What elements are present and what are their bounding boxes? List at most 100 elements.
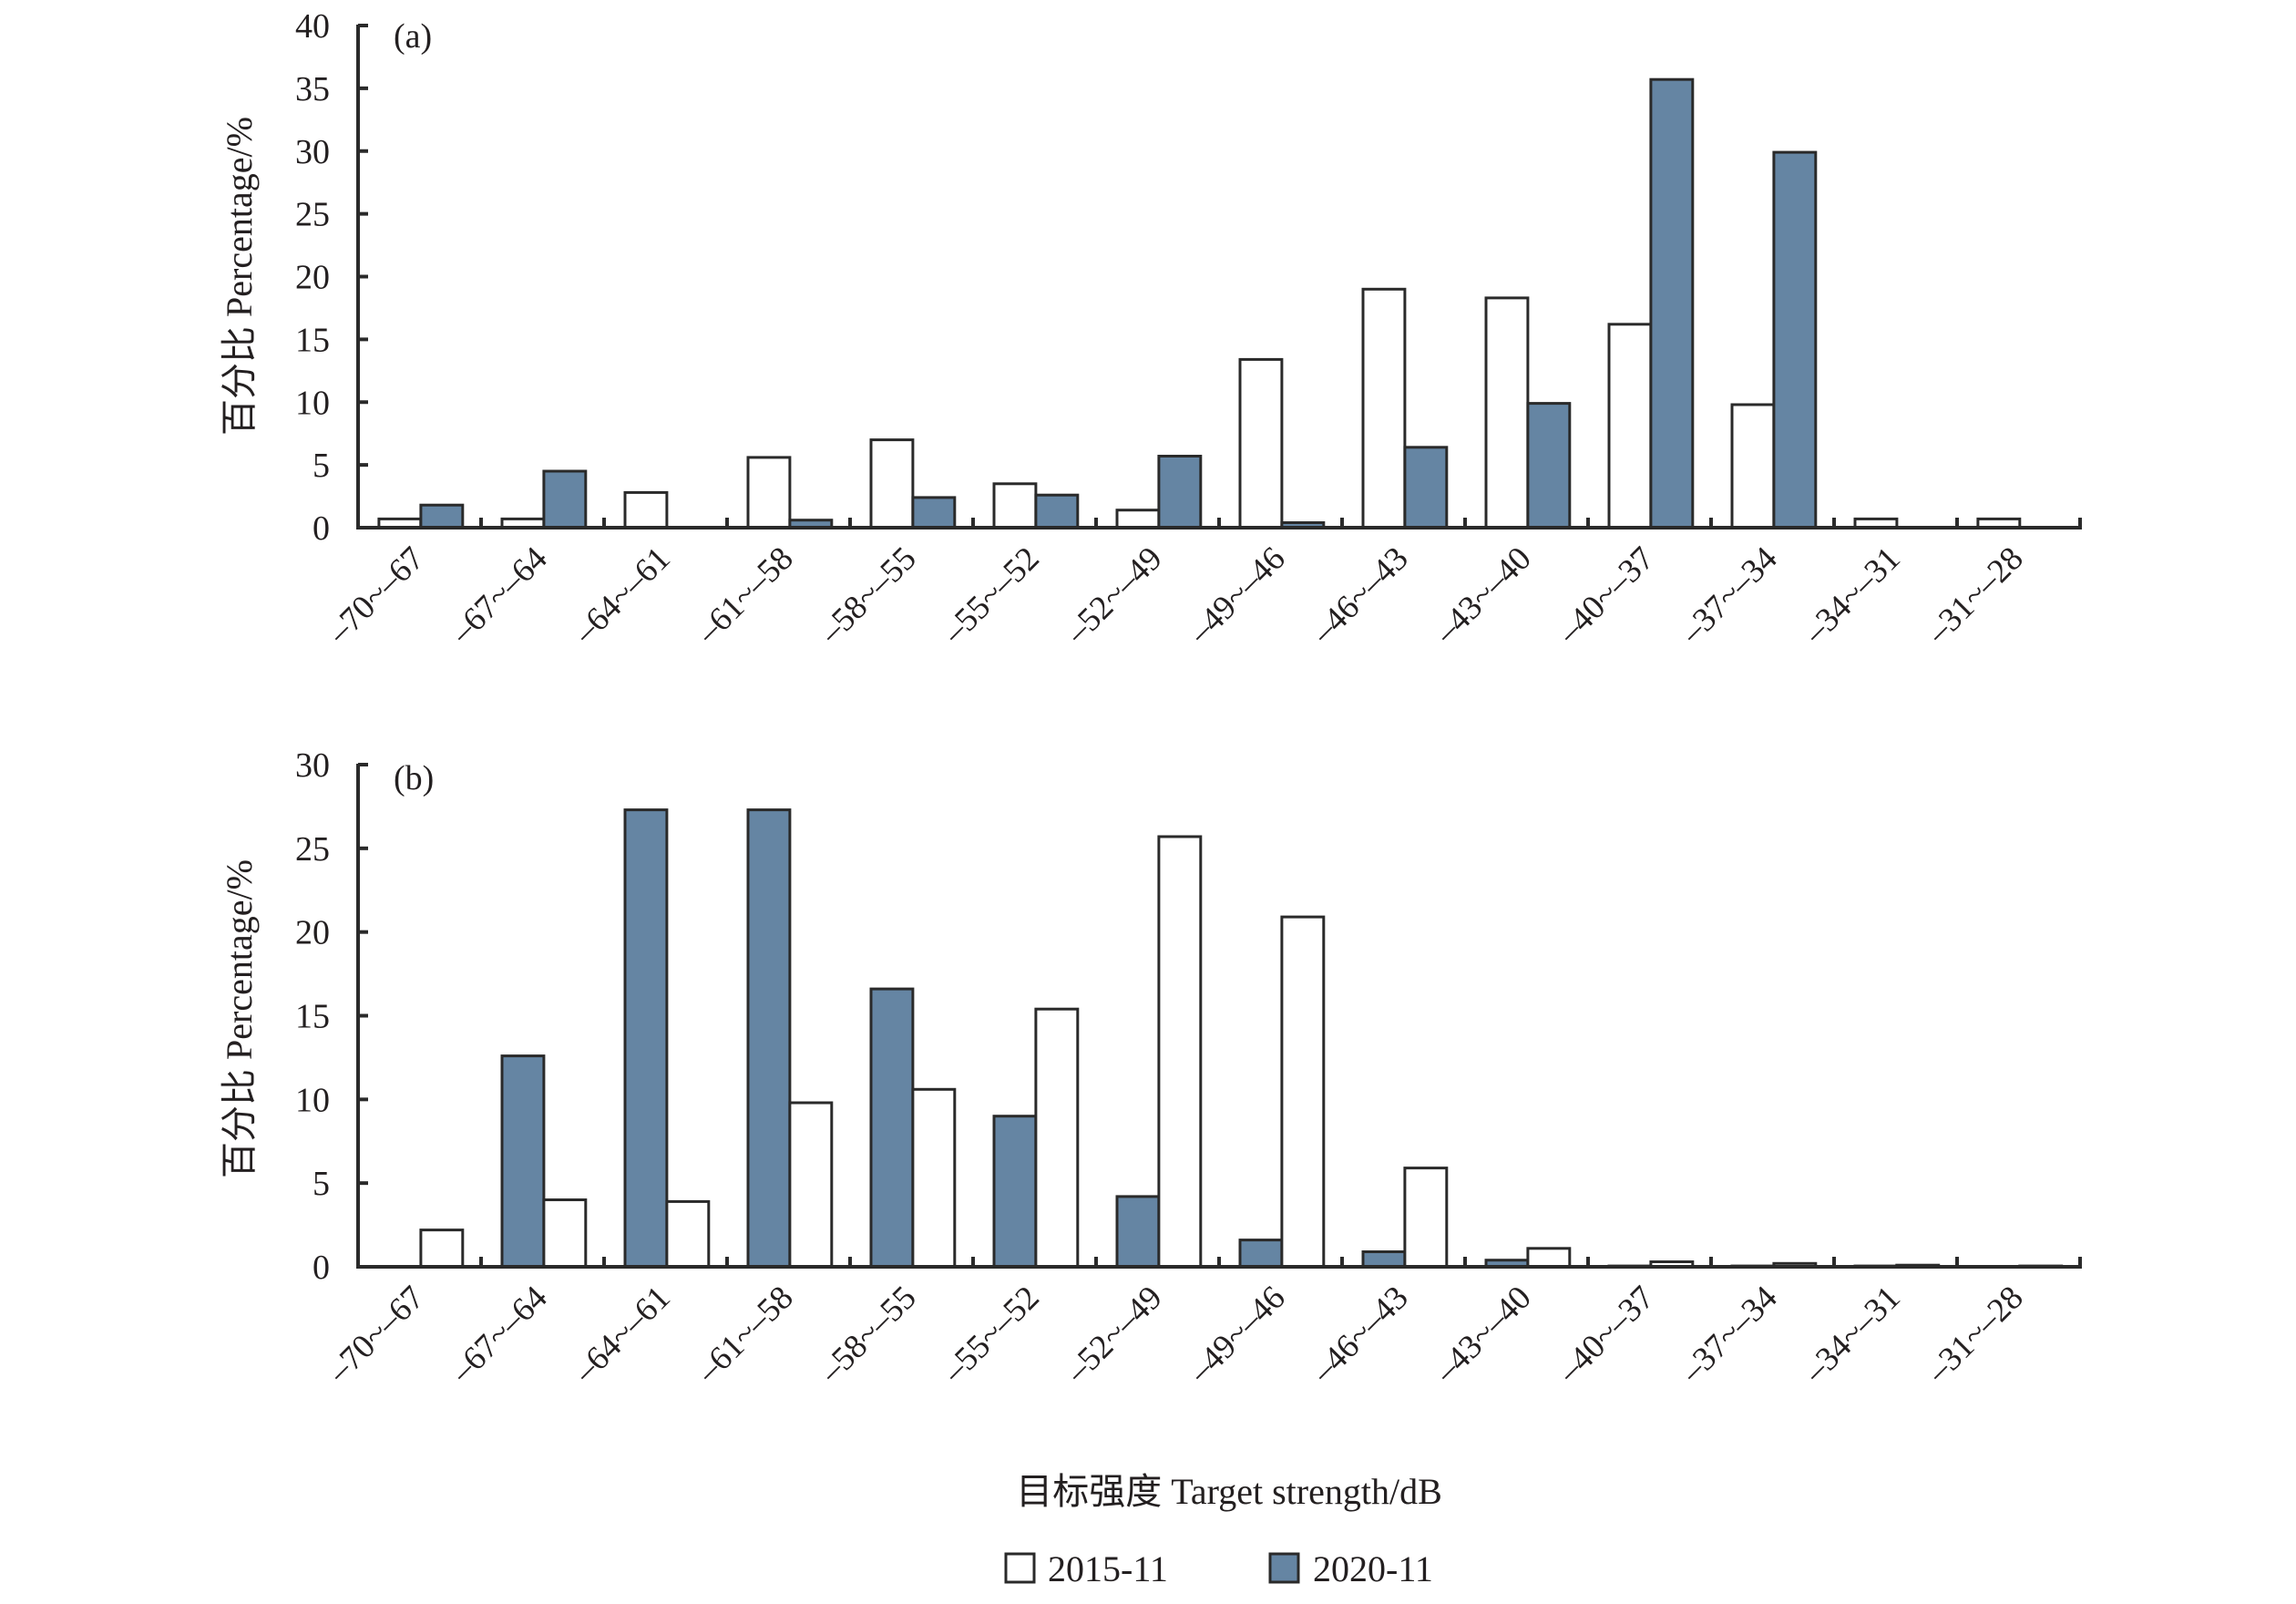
y-tick-label: 30: [295, 746, 330, 785]
x-tick-label: –34~–31: [1796, 1279, 1907, 1390]
bar-2020-11-5: [1034, 493, 1080, 530]
x-tick-label: –34~–31: [1796, 540, 1907, 651]
x-tick-label: –64~–61: [566, 1279, 677, 1390]
legend-item-2015-11[interactable]: 2015-11: [1004, 1548, 1168, 1589]
x-tick-label: –49~–46: [1181, 1279, 1292, 1390]
bar-2015-11-8: [1361, 287, 1407, 530]
axes-a: [356, 24, 2082, 530]
bar-2015-11-9: [1526, 1247, 1572, 1269]
bar-2020-11-0: [419, 503, 465, 530]
bar-2015-11-9: [1484, 296, 1530, 530]
bar-2020-11-8: [1361, 1250, 1407, 1269]
bar-2015-11-2: [665, 1199, 711, 1269]
x-tick-label: –61~–58: [689, 1279, 800, 1390]
x-tick-label: –40~–37: [1550, 540, 1661, 651]
x-tick-label: –37~–34: [1673, 540, 1784, 651]
y-tick-label: 10: [295, 1081, 330, 1119]
bar-2020-11-6: [1157, 455, 1203, 530]
bar-2015-11-5: [992, 482, 1038, 530]
bar-2015-11-6: [1157, 835, 1203, 1269]
x-tick-labels-a: –70~–67 –67~–64 –64~–61 –61~–58 –58~–55 –55~–…: [320, 540, 2030, 651]
bars-b: [419, 808, 2064, 1269]
legend-swatch-2020-11: [1268, 1552, 1300, 1584]
y-tick-label: 15: [295, 321, 330, 359]
x-tick-label: –55~–52: [935, 1279, 1046, 1390]
bar-2015-11-3: [746, 456, 792, 530]
bar-2015-11-0: [419, 1229, 465, 1269]
x-tick-label: –31~–28: [1919, 540, 2030, 651]
y-axis-title-b: 百分比 Percentage/%: [219, 859, 260, 1178]
legend: 2015-11 2020-11: [1004, 1548, 1433, 1589]
bar-2015-11-1: [542, 1198, 588, 1269]
bar-2015-11-7: [1280, 915, 1326, 1269]
y-tick-label: 25: [295, 830, 330, 869]
bar-2020-11-6: [1115, 1195, 1161, 1269]
bar-2015-11-4: [869, 438, 915, 530]
bar-2020-11-4: [911, 496, 957, 530]
x-tick-label: –55~–52: [935, 540, 1046, 651]
panel-label-a: (a): [394, 17, 432, 56]
bar-2015-11-4: [911, 1087, 957, 1269]
panel-b: 0 5 10 15 20 25 30 –70~–67 –67~–64 –64~–61 –61~–5…: [219, 746, 2082, 1391]
x-tick-label: –58~–55: [812, 1279, 923, 1390]
bar-2020-11-3: [746, 808, 792, 1269]
x-tick-label: –52~–49: [1058, 1279, 1169, 1390]
y-tick-label: 5: [313, 447, 330, 485]
axes-b: [356, 763, 2082, 1269]
y-tick-label: 20: [295, 259, 330, 297]
bar-2020-11-10: [1649, 77, 1695, 530]
y-axis-title-a: 百分比 Percentage/%: [219, 117, 260, 436]
x-tick-label: –31~–28: [1919, 1279, 2030, 1390]
x-tick-label: –52~–49: [1058, 540, 1169, 651]
y-tick-labels-b: 0 5 10 15 20 25 30: [295, 746, 330, 1287]
bar-2020-11-8: [1403, 446, 1449, 530]
y-tick-label: 10: [295, 384, 330, 422]
x-axis-title: 目标强度 Target strength/dB: [1016, 1471, 1442, 1512]
bar-2015-11-7: [1238, 357, 1284, 530]
bar-2020-11-7: [1238, 1239, 1284, 1269]
bar-2015-11-2: [623, 490, 669, 530]
bars-a: [377, 77, 2022, 530]
bar-2020-11-11: [1772, 150, 1818, 530]
bar-2015-11-11: [1730, 403, 1776, 530]
y-tick-labels-a: 0 5 10 15 20 25 30 35 40: [295, 7, 330, 548]
x-tick-label: –70~–67: [320, 540, 431, 651]
legend-label-2020-11: 2020-11: [1313, 1548, 1433, 1589]
bar-2015-11-3: [788, 1101, 834, 1269]
bar-2015-11-10: [1607, 323, 1653, 530]
x-tick-label: –49~–46: [1181, 540, 1292, 651]
x-tick-label: –61~–58: [689, 540, 800, 651]
panel-label-b: (b): [394, 759, 434, 797]
bar-2015-11-5: [1034, 1007, 1080, 1269]
bar-2020-11-1: [500, 1054, 546, 1269]
bar-2020-11-2: [623, 808, 669, 1269]
y-tick-label: 15: [295, 998, 330, 1036]
x-tick-label: –46~–43: [1304, 540, 1415, 651]
x-tick-label: –70~–67: [320, 1279, 431, 1390]
bar-2015-11-6: [1115, 509, 1161, 530]
x-tick-label: –58~–55: [812, 540, 923, 651]
y-tick-label: 25: [295, 196, 330, 234]
x-tick-label: –43~–40: [1427, 540, 1538, 651]
x-tick-label: –46~–43: [1304, 1279, 1415, 1390]
legend-label-2015-11: 2015-11: [1048, 1548, 1168, 1589]
panel-a: 0 5 10 15 20 25 30 35 40 –70~–67 –67~–64 –64~–61 –6…: [219, 7, 2082, 652]
y-tick-label: 30: [295, 133, 330, 171]
x-tick-label: –67~–64: [443, 540, 554, 651]
x-tick-label: –64~–61: [566, 540, 677, 651]
x-tick-label: –43~–40: [1427, 1279, 1538, 1390]
y-tick-label: 20: [295, 914, 330, 952]
bar-2020-11-1: [542, 469, 588, 530]
bar-2020-11-5: [992, 1115, 1038, 1269]
y-tick-label: 5: [313, 1165, 330, 1203]
x-tick-label: –67~–64: [443, 1279, 554, 1390]
bar-2020-11-9: [1526, 402, 1572, 530]
y-tick-label: 35: [295, 70, 330, 108]
x-tick-labels-b: –70~–67 –67~–64 –64~–61 –61~–58 –58~–55 –55~–…: [320, 1279, 2030, 1390]
legend-item-2020-11[interactable]: 2020-11: [1268, 1548, 1433, 1589]
y-tick-label: 0: [313, 1249, 330, 1287]
y-tick-label: 40: [295, 7, 330, 46]
y-tick-label: 0: [313, 509, 330, 548]
bar-2015-11-8: [1403, 1167, 1449, 1269]
